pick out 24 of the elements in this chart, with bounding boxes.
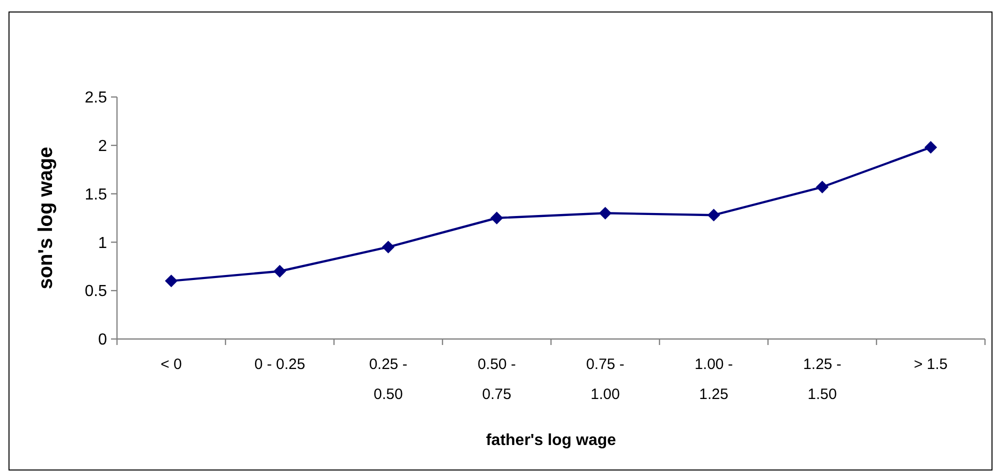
point — [598, 206, 612, 220]
point — [816, 180, 829, 194]
point — [273, 264, 286, 278]
point — [924, 141, 938, 154]
y-tick-label: 0.5 — [84, 283, 108, 300]
y-tick-label: 2 — [98, 138, 108, 155]
x-axis-title: father's log wage — [486, 432, 616, 449]
y-tick-label: 1.5 — [84, 186, 108, 204]
x-tick-label: 0.50 - 0.75 — [478, 356, 516, 403]
x-tick-label: 0.75 - 1.00 — [586, 356, 624, 403]
x-tick-label: 1.25 - 1.50 — [803, 356, 842, 403]
y-axis-title: son's log wage — [35, 146, 57, 290]
x-tick-label: 1.00 - 1.25 — [694, 356, 733, 403]
y-tick-label: 2.5 — [84, 90, 108, 107]
y-tick-label: 0 — [98, 332, 108, 349]
x-tick-label: 0 - 0.25 — [254, 356, 306, 373]
x-tick-label: 0.25 - 0.50 — [369, 356, 408, 403]
y-tick-label: 1 — [98, 234, 108, 252]
point — [382, 240, 395, 254]
point — [490, 212, 504, 224]
point — [707, 208, 720, 222]
x-tick-label: < 0 — [160, 356, 182, 373]
x-tick-label: > 1.5 — [914, 356, 948, 373]
point — [164, 274, 178, 288]
